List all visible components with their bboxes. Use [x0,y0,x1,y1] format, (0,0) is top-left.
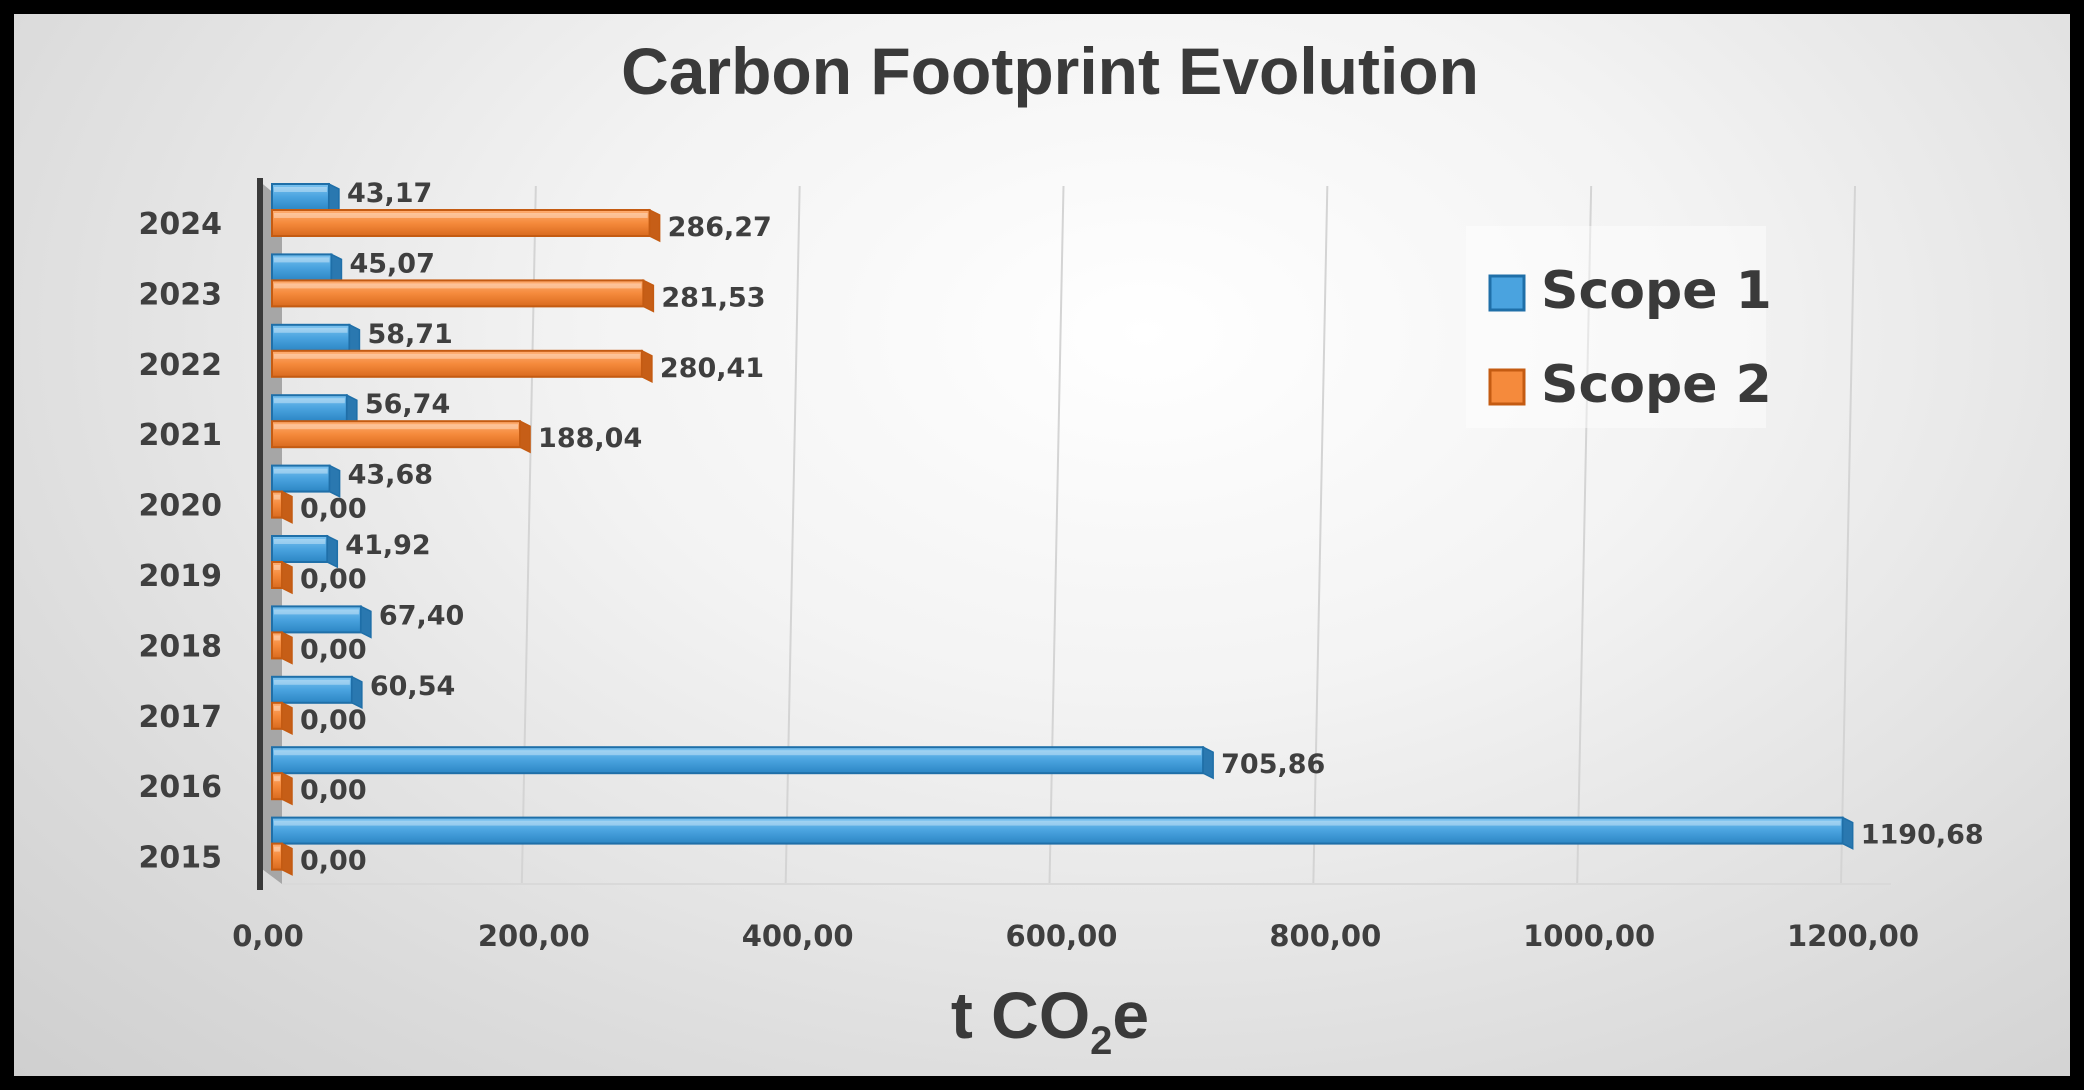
y-tick-label: 2017 [139,700,223,735]
y-tick-label: 2015 [139,841,223,876]
data-label: 60,54 [370,671,455,702]
data-label: 45,07 [349,248,434,279]
bars [271,182,1854,876]
bar-scope-2-2022 [271,349,653,384]
x-tick-label: 600,00 [1006,919,1118,953]
x-tick-label: 1200,00 [1787,919,1919,953]
legend-label: Scope 1 [1541,261,1772,321]
data-label: 43,17 [347,178,432,209]
data-labels: 1190,680,00705,860,0060,540,0067,400,004… [300,178,1984,877]
data-label: 0,00 [300,705,367,736]
gridline [1840,185,1856,885]
bar-scope-1-2015 [271,816,1854,850]
y-tick-label: 2020 [139,489,223,524]
y-tick-label: 2023 [139,277,223,312]
x-tick-label: 200,00 [478,919,590,953]
gridline [784,185,801,885]
bar-scope-2-2020 [271,490,293,524]
bar-scope-2-2016 [271,771,293,806]
bar-scope-2-2024 [271,208,661,243]
bar-scope-1-2019 [271,534,339,569]
data-label: 58,71 [367,319,452,350]
data-label: 43,68 [348,460,433,491]
data-label: 281,53 [661,282,765,313]
bar-scope-1-2016 [271,745,1214,780]
gridline [1312,185,1329,885]
legend-swatch [1488,368,1526,406]
y-tick-label: 2022 [139,348,223,383]
bar-scope-2-2018 [271,631,293,665]
x-axis-title: t CO2e [951,978,1149,1063]
bar-scope-2-2021 [271,419,531,454]
legend-label: Scope 2 [1541,355,1772,415]
data-label: 705,86 [1221,749,1325,780]
gridline [1576,185,1593,885]
data-label: 0,00 [300,564,367,595]
x-tick-label: 0,00 [232,919,304,953]
x-tick-label: 400,00 [742,919,854,953]
x-tick-label: 800,00 [1269,919,1381,953]
bar-scope-1-2021 [271,393,358,428]
legend-swatch [1488,274,1526,312]
data-label: 41,92 [345,530,430,561]
data-label: 67,40 [379,600,464,631]
bar-scope-2-2017 [271,701,293,736]
data-label: 0,00 [300,634,367,665]
bar-scope-1-2020 [271,464,341,498]
chart-panel: Carbon Footprint Evolution 1190,68 0,00 70… [14,14,2070,1076]
bar-scope-2-2023 [271,279,655,313]
data-label: 280,41 [660,353,764,384]
bar-scope-1-2017 [271,675,363,710]
y-tick-label: 2021 [139,418,223,453]
data-label: 0,00 [300,846,367,877]
data-label: 188,04 [538,423,642,454]
bar-scope-2-2015 [271,842,293,876]
legend: Scope 1 Scope 2 [1466,226,1772,428]
chart-svg: Carbon Footprint Evolution 1190,68 0,00 70… [139,34,1984,1063]
y-tick-label: 2019 [139,559,223,594]
data-label: 1190,68 [1861,820,1984,851]
gridline [1048,185,1065,885]
bar-scope-1-2024 [271,182,340,217]
y-tick-label: 2018 [139,629,223,664]
y-tick-label: 2024 [139,207,223,242]
bar-scope-1-2023 [271,253,343,287]
y-tick-label: 2016 [139,770,223,805]
bar-scope-2-2019 [271,560,293,595]
data-label: 0,00 [300,494,367,525]
data-label: 0,00 [300,775,367,806]
data-label: 286,27 [668,212,772,243]
bar-scope-1-2018 [271,605,372,639]
tick-labels: 0,00 200,00 400,00 600,00 800,00 1000,00 1200,… [139,207,1920,953]
chart-title: Carbon Footprint Evolution [621,34,1479,108]
x-tick-label: 1000,00 [1523,919,1655,953]
data-label: 56,74 [365,389,450,420]
